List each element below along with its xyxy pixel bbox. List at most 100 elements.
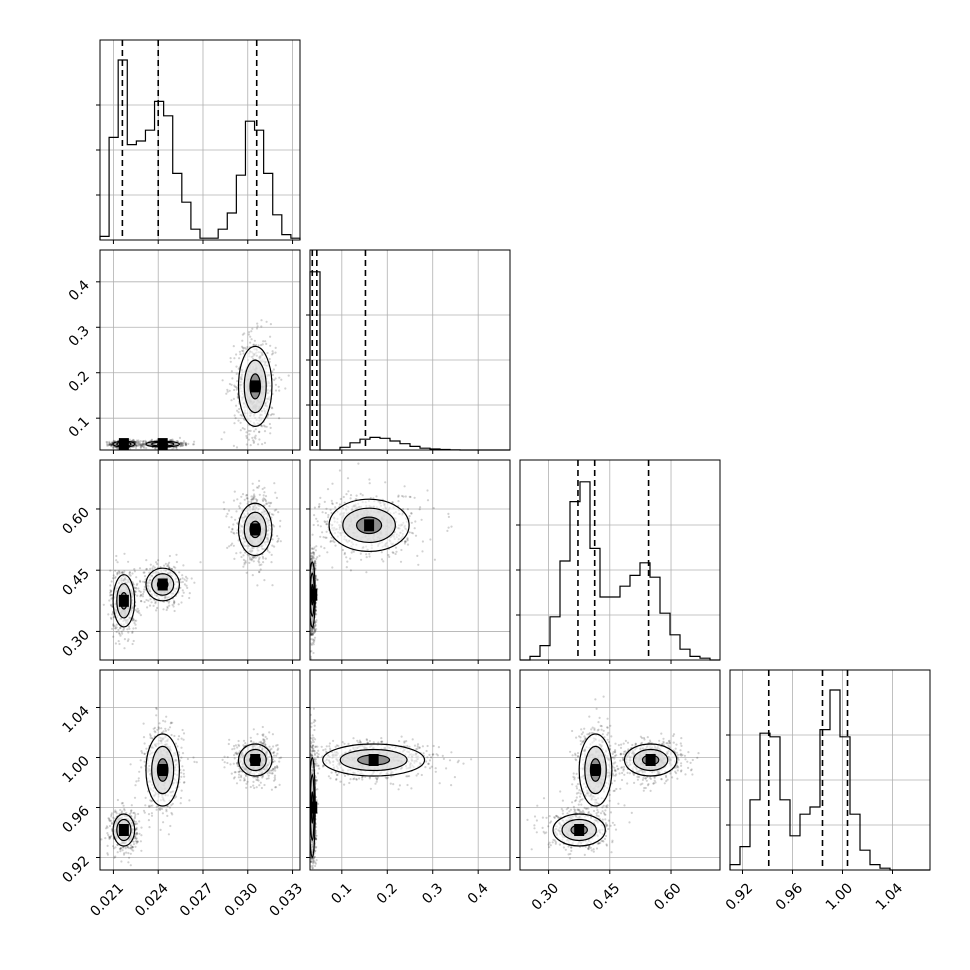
sample-point	[243, 777, 246, 780]
sample-point	[134, 609, 137, 612]
sample-point	[233, 422, 236, 425]
sample-point	[115, 630, 118, 634]
sample-point	[132, 618, 135, 621]
sample-point	[240, 555, 243, 559]
sample-point	[141, 443, 144, 446]
sample-point	[139, 840, 142, 843]
sample-point	[270, 747, 273, 751]
sample-point	[233, 532, 236, 535]
sample-point	[161, 812, 164, 815]
sample-point	[136, 444, 139, 447]
sample-point	[125, 811, 128, 814]
sample-point	[238, 773, 241, 776]
sample-point	[151, 804, 154, 807]
sample-point	[181, 728, 184, 732]
sample-point	[128, 856, 131, 859]
sample-point	[284, 387, 287, 390]
sample-point	[141, 595, 145, 598]
sample-point	[112, 845, 115, 848]
sample-point	[158, 807, 161, 810]
sample-point	[145, 747, 148, 750]
sample-point	[233, 776, 236, 779]
sample-point	[138, 770, 141, 773]
sample-point	[113, 856, 116, 859]
sample-point	[140, 444, 143, 447]
sample-point	[276, 743, 279, 747]
sample-point	[258, 564, 261, 567]
sample-point	[133, 570, 136, 573]
sample-point	[121, 849, 124, 852]
sample-point	[270, 769, 273, 772]
sample-point	[135, 439, 138, 442]
sample-point	[133, 796, 137, 799]
sample-point	[119, 847, 122, 850]
sample-point	[134, 442, 138, 445]
sample-point	[229, 763, 232, 766]
sample-point	[268, 731, 271, 734]
sample-point	[171, 447, 174, 450]
sample-point	[177, 735, 181, 738]
sample-point	[277, 539, 280, 542]
sample-point	[129, 847, 132, 850]
sample-point	[233, 771, 236, 774]
sample-point	[241, 333, 244, 336]
sample-point	[109, 584, 112, 587]
sample-point	[110, 822, 114, 826]
sample-point	[129, 852, 132, 855]
sample-point	[252, 556, 255, 559]
sample-point	[262, 340, 265, 343]
density-peak	[118, 824, 129, 836]
sample-point	[263, 504, 266, 507]
sample-point	[236, 522, 239, 525]
sample-point	[265, 500, 268, 503]
sample-point	[144, 440, 147, 443]
sample-point	[108, 442, 111, 445]
sample-point	[266, 549, 269, 552]
sample-point	[152, 727, 155, 730]
sample-point	[127, 852, 130, 855]
sample-point	[273, 482, 276, 485]
sample-point	[272, 767, 275, 771]
sample-point	[244, 774, 247, 778]
sample-point	[123, 809, 126, 812]
sample-point	[127, 861, 130, 864]
sample-point	[118, 633, 121, 636]
sample-point	[243, 563, 246, 566]
sample-point	[223, 761, 226, 764]
x-tick-label: 0.92	[723, 880, 756, 913]
sample-point	[183, 442, 186, 445]
sample-point	[262, 733, 265, 736]
sample-point	[127, 631, 130, 634]
sample-point	[245, 494, 248, 497]
sample-point	[253, 786, 256, 790]
sample-point	[241, 346, 245, 349]
sample-point	[270, 513, 273, 516]
sample-point	[272, 413, 275, 416]
sample-point	[258, 438, 261, 441]
sample-point	[106, 832, 109, 835]
sample-point	[270, 561, 273, 564]
sample-point	[233, 557, 236, 561]
sample-point	[181, 444, 184, 447]
sample-point	[182, 769, 185, 772]
sample-point	[110, 443, 113, 446]
sample-point	[129, 844, 132, 847]
sample-point	[179, 796, 183, 800]
sample-point	[223, 755, 226, 758]
sample-point	[138, 589, 141, 593]
sample-point	[112, 635, 115, 638]
sample-point	[278, 376, 281, 379]
sample-point	[135, 583, 138, 587]
sample-point	[141, 751, 144, 755]
sample-point	[119, 634, 122, 637]
sample-point	[109, 591, 112, 594]
sample-point	[128, 573, 131, 576]
sample-point	[247, 438, 250, 441]
sample-point	[253, 496, 256, 499]
sample-point	[272, 368, 275, 371]
sample-point	[273, 760, 276, 763]
y-tick-label: 0.2	[66, 368, 93, 395]
sample-point	[258, 571, 261, 574]
sample-point	[267, 501, 270, 504]
sample-point	[192, 443, 196, 446]
